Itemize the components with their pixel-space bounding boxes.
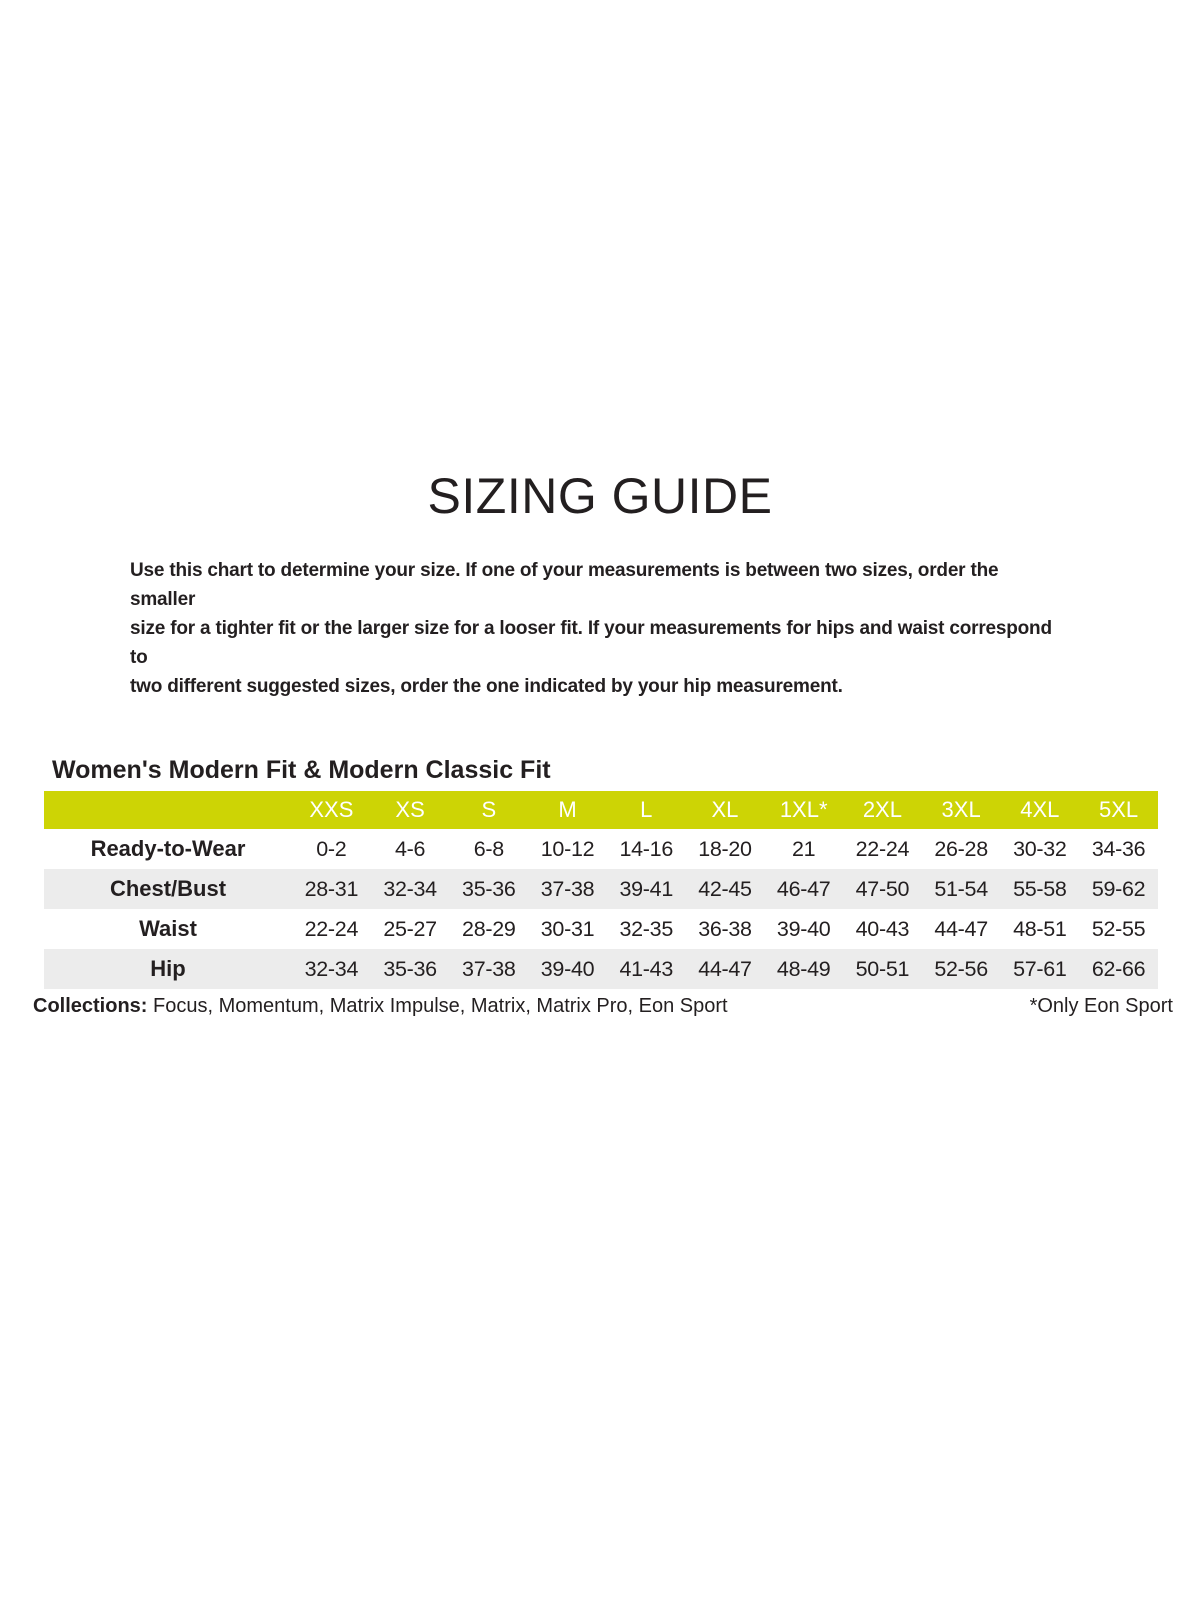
size-header-row: XXS XS S M L XL 1XL* 2XL 3XL 4XL 5XL — [44, 791, 1158, 829]
size-column-header: L — [606, 791, 686, 829]
size-value-cell: 21 — [792, 836, 816, 861]
size-column-header: XS — [370, 791, 450, 829]
sizing-table-body: Ready-to-Wear 0-2 4-6 6-8 10-12 14-16 18-20 21 2… — [44, 829, 1158, 989]
size-column-header: XXS — [292, 791, 371, 829]
size-value-cell: 35-36 — [383, 956, 437, 981]
size-value-cell: 18-20 — [698, 836, 752, 861]
size-value-cell: 52-55 — [1091, 916, 1146, 941]
size-value-cell: 30-31 — [540, 916, 595, 941]
size-value-cell: 0-2 — [316, 836, 347, 861]
size-value-cell: 48-51 — [1013, 916, 1067, 941]
size-value-cell: 50-51 — [855, 956, 910, 981]
row-label: Ready-to-Wear — [90, 836, 246, 861]
size-column-header: M — [528, 791, 607, 829]
size-value-cell: 32-34 — [304, 956, 359, 981]
table-footnote-row: Collections: Focus, Momentum, Matrix Imp… — [33, 993, 1173, 1019]
size-value-cell: 36-38 — [698, 916, 752, 941]
size-column-header: 1XL* — [764, 791, 844, 829]
row-label: Waist — [139, 916, 197, 941]
page-title: SIZING GUIDE — [427, 468, 773, 524]
row-label: Hip — [150, 956, 186, 981]
size-value-cell: 41-43 — [619, 956, 673, 981]
size-value-cell: 55-58 — [1013, 876, 1067, 901]
size-value-cell: 35-36 — [462, 876, 516, 901]
size-value-cell: 4-6 — [394, 836, 426, 861]
table-row: Chest/Bust 28-31 32-34 35-36 37-38 39-41 42-45… — [44, 869, 1158, 909]
size-value-cell: 44-47 — [934, 916, 988, 941]
size-value-cell: 6-8 — [473, 836, 504, 861]
size-value-cell: 42-45 — [698, 876, 752, 901]
size-value-cell: 30-32 — [1013, 836, 1067, 861]
size-value-cell: 34-36 — [1091, 836, 1146, 861]
size-value-cell: 59-62 — [1091, 876, 1146, 901]
size-value-cell: 62-66 — [1091, 956, 1146, 981]
size-value-cell: 25-27 — [383, 916, 437, 941]
size-value-cell: 22-24 — [304, 916, 359, 941]
size-column-header: 2XL — [843, 791, 922, 829]
size-value-cell: 40-43 — [855, 916, 910, 941]
header-corner-cell — [44, 791, 292, 829]
collections-label: Collections: — [33, 995, 148, 1017]
row-label: Chest/Bust — [109, 876, 227, 901]
size-value-cell: 46-47 — [776, 876, 831, 901]
size-value-cell: 28-31 — [304, 876, 359, 901]
table-row: Ready-to-Wear 0-2 4-6 6-8 10-12 14-16 18-20 21 2… — [44, 829, 1158, 869]
size-value-cell: 39-40 — [540, 956, 595, 981]
size-value-cell: 14-16 — [619, 836, 673, 861]
size-value-cell: 47-50 — [855, 876, 910, 901]
footnote-text: *Only Eon Sport — [1029, 995, 1173, 1017]
size-value-cell: 48-49 — [776, 956, 831, 981]
size-column-header: 3XL — [921, 791, 1001, 829]
size-column-header: 4XL — [1000, 791, 1080, 829]
size-value-cell: 32-34 — [383, 876, 437, 901]
size-column-header: XL — [685, 791, 765, 829]
size-value-cell: 22-24 — [855, 836, 910, 861]
size-value-cell: 37-38 — [540, 876, 595, 901]
sizing-table-header: XXS XS S M L XL 1XL* 2XL 3XL 4XL 5XL — [44, 791, 1158, 829]
size-value-cell: 26-28 — [934, 836, 988, 861]
size-value-cell: 32-35 — [619, 916, 673, 941]
section-title: Women's Modern Fit & Modern Classic Fit — [52, 756, 551, 784]
size-value-cell: 39-41 — [619, 876, 673, 901]
size-value-cell: 52-56 — [934, 956, 988, 981]
table-row: Hip 32-34 35-36 37-38 39-40 41-43 44-47 48-49 50… — [44, 949, 1158, 989]
size-value-cell: 37-38 — [462, 956, 516, 981]
table-row: Waist 22-24 25-27 28-29 30-31 32-35 36-38 39-40… — [44, 909, 1158, 949]
collections-text: Collections: Focus, Momentum, Matrix Imp… — [33, 993, 728, 1019]
size-value-cell: 10-12 — [540, 836, 595, 861]
size-value-cell: 51-54 — [934, 876, 988, 901]
size-column-header: 5XL — [1079, 791, 1158, 829]
size-column-header: S — [449, 791, 529, 829]
size-value-cell: 28-29 — [462, 916, 516, 941]
intro-text: Use this chart to determine your size. I… — [130, 560, 1052, 697]
collections-list: Focus, Momentum, Matrix Impulse, Matrix,… — [147, 995, 728, 1017]
size-value-cell: 39-40 — [776, 916, 831, 941]
size-value-cell: 44-47 — [698, 956, 752, 981]
sizing-table: XXS XS S M L XL 1XL* 2XL 3XL 4XL 5XL Ready-to-Wear… — [44, 791, 1158, 989]
size-value-cell: 57-61 — [1013, 956, 1067, 981]
